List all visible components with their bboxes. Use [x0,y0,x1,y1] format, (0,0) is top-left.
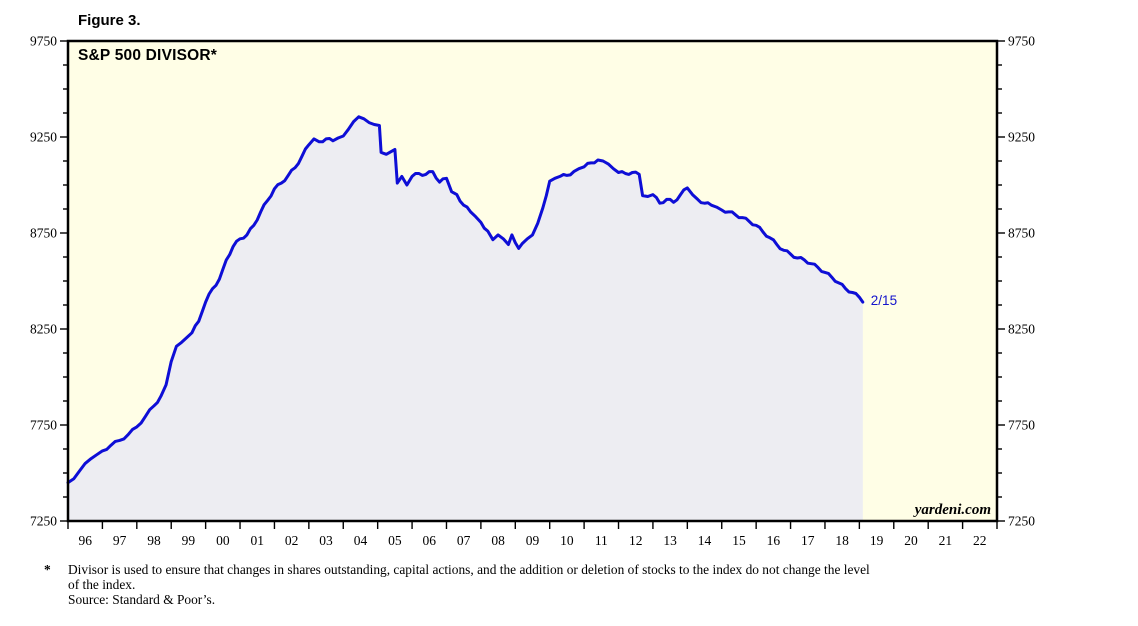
footnote-text: Divisor is used to ensure that changes i… [68,562,870,607]
y-axis-tick-label-left: 8250 [30,322,57,337]
footnote-line: of the index. [68,577,136,592]
x-axis-tick-label: 19 [870,533,884,548]
footnote-marker: * [44,562,51,577]
y-axis-tick-label-left: 9250 [30,130,57,145]
x-axis-tick-label: 97 [113,533,127,548]
divisor-line [66,115,865,485]
x-axis-tick-label: 99 [182,533,196,548]
y-axis-tick-label-right: 7750 [1008,418,1035,433]
x-axis-tick-label: 07 [457,533,471,548]
figure-label: Figure 3. [78,12,141,29]
footnote-line: Divisor is used to ensure that changes i… [68,562,870,577]
watermark-yardeni: yardeni.com [914,502,991,518]
x-axis-tick-label: 04 [354,533,368,548]
chart-title: S&P 500 DIVISOR* [78,47,218,64]
latest-value-annotation: 2/15 [870,293,898,309]
x-axis-tick-label: 96 [78,533,92,548]
x-axis-tick-label: 21 [939,533,953,548]
x-axis-tick-label: 17 [801,533,815,548]
x-axis-tick-label: 20 [904,533,918,548]
y-axis-tick-label-right: 7250 [1008,514,1035,529]
x-axis-tick-label: 03 [319,533,333,548]
y-axis-tick-label-left: 7250 [30,514,57,529]
footnote-line: Source: Standard & Poor’s. [68,592,216,607]
x-axis-tick-label: 00 [216,533,230,548]
x-axis-tick-label: 18 [835,533,849,548]
x-axis-tick-label: 22 [973,533,987,548]
x-axis-tick-label: 06 [423,533,437,548]
x-axis-tick-label: 15 [732,533,746,548]
x-axis-tick-label: 14 [698,533,712,548]
x-axis-tick-label: 01 [250,533,264,548]
x-axis-tick-label: 09 [526,533,540,548]
x-axis-tick-label: 10 [560,533,574,548]
x-axis-tick-label: 16 [767,533,781,548]
x-axis-tick-label: 98 [147,533,161,548]
x-axis-tick-label: 13 [663,533,677,548]
x-axis-tick-label: 08 [491,533,505,548]
y-axis-tick-label-right: 9750 [1008,34,1035,49]
y-axis-tick-label-right: 8250 [1008,322,1035,337]
area-fill [68,116,863,522]
x-axis-tick-label: 05 [388,533,402,548]
x-axis-tick-label: 12 [629,533,643,548]
y-axis-tick-label-right: 9250 [1008,130,1035,145]
x-axis-tick-label: 11 [595,533,608,548]
y-axis-tick-label-left: 7750 [30,418,57,433]
y-axis-tick-label-left: 9750 [30,34,57,49]
y-axis-tick-label-left: 8750 [30,226,57,241]
y-axis-tick-label-right: 8750 [1008,226,1035,241]
x-axis-tick-label: 02 [285,533,299,548]
footnote: * Divisor is used to ensure that changes… [44,562,870,607]
